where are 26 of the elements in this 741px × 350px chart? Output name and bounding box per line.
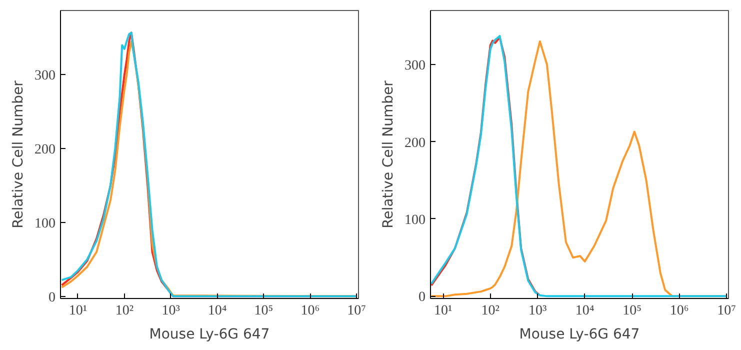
y-axis-title: Relative Cell Number (380, 80, 396, 228)
x-tick-label: 10² (481, 304, 500, 318)
x-tick-label: 10³ (162, 304, 180, 318)
x-tick-label: 10⁵ (622, 304, 642, 318)
x-tick-label: 10⁷ (347, 304, 366, 318)
x-tick-label: 10⁴ (208, 304, 227, 318)
x-tick-label: 10¹ (434, 304, 452, 318)
x-tick-label: 10⁶ (300, 304, 320, 318)
x-tick-label: 10³ (528, 304, 547, 318)
y-tick-label: 100 (34, 216, 56, 232)
y-tick-label: 200 (34, 142, 56, 158)
y-tick-label: 100 (404, 212, 426, 228)
y-tick-label: 200 (404, 136, 426, 151)
y-tick-label: 0 (418, 290, 426, 306)
y-tick-label: 0 (48, 290, 56, 306)
x-axis-title: Mouse Ly-6G 647 (149, 326, 270, 342)
x-tick-label: 10⁵ (254, 304, 274, 318)
y-tick-label: 300 (34, 68, 56, 84)
x-tick-label: 10¹ (68, 304, 88, 318)
x-tick-label: 10⁷ (717, 304, 736, 318)
x-tick-label: 10⁴ (575, 304, 594, 318)
x-tick-label: 10² (115, 304, 134, 318)
x-tick-label: 10⁶ (670, 304, 689, 318)
y-axis-title: Relative Cell Number (10, 80, 26, 228)
y-tick-label: 300 (404, 58, 426, 74)
x-axis-title: Mouse Ly-6G 647 (519, 326, 640, 342)
